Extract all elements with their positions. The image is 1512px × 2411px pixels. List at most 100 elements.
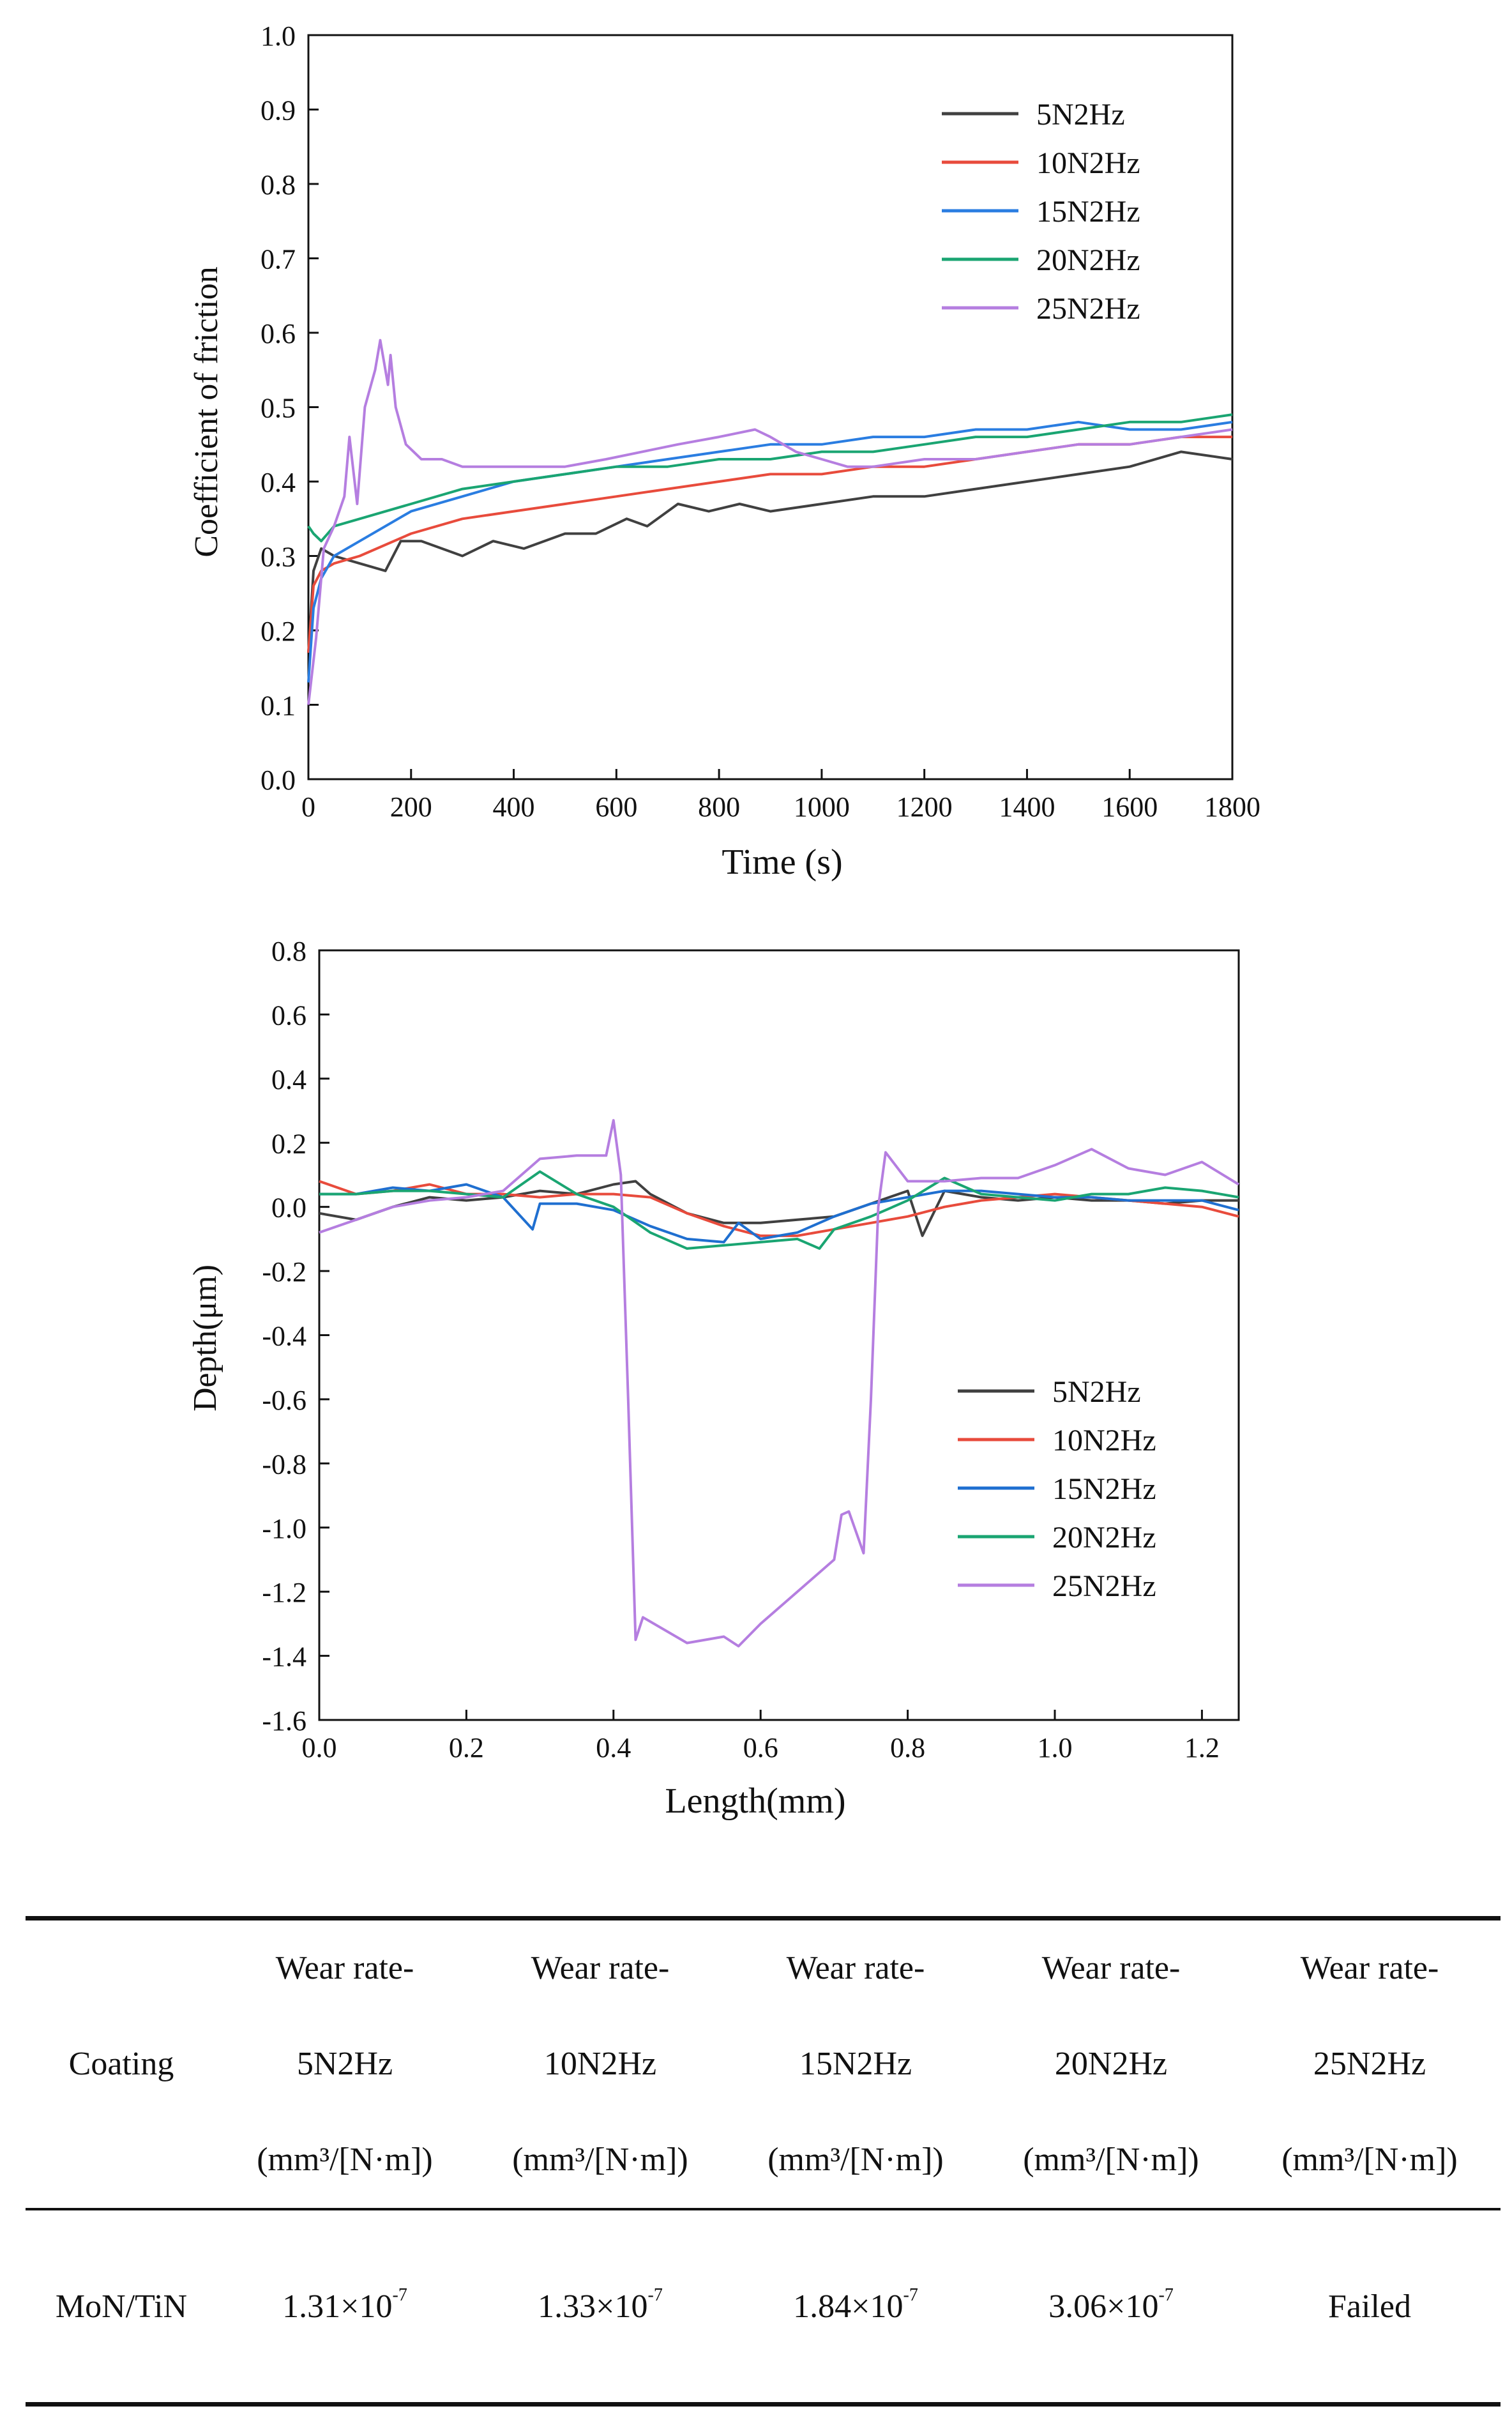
depth-chart-ytick-label: -0.8 <box>262 1449 306 1480</box>
friction-chart-series-5N2Hz <box>307 450 1233 653</box>
depth-chart-legend-label: 10N2Hz <box>1052 1424 1156 1457</box>
cell-wear-rate-10n: 1.33×10-7 <box>472 2208 728 2407</box>
depth-chart-plot-frame <box>318 949 1240 1721</box>
friction-chart-ytick-label: 0.8 <box>261 169 296 201</box>
header-line: 5N2Hz <box>296 2046 393 2082</box>
friction-chart-xtick-label: 400 <box>493 791 535 823</box>
depth-chart-legend-label: 15N2Hz <box>1052 1472 1156 1506</box>
friction-chart: Coefficient of friction Time (s) 0.0 0.1 0… <box>188 20 1260 882</box>
friction-chart-ytick-label: 0.5 <box>261 393 296 424</box>
value-exponent: -7 <box>392 2285 407 2305</box>
figure: Coefficient of friction Time (s) 0.0 0.1 0… <box>187 20 1260 1821</box>
depth-chart-ytick-label: -0.2 <box>262 1256 306 1288</box>
friction-chart-xtick-label: 200 <box>390 791 432 823</box>
value-mantissa: 1.31×10 <box>282 2288 393 2325</box>
cell-wear-rate-15n: 1.84×10-7 <box>728 2208 983 2407</box>
table-row: MoN/TiN 1.31×10-7 1.33×10-7 1.84×10-7 3.… <box>26 2208 1501 2407</box>
value-mantissa: Failed <box>1328 2288 1411 2325</box>
friction-chart-xtick-label: 600 <box>595 791 637 823</box>
header-wear-rate-10n: Wear rate- 10N2Hz (mm³/[N·m]) <box>472 1916 728 2209</box>
friction-chart-series-20N2Hz <box>307 413 1233 543</box>
header-line: Wear rate- <box>531 1950 670 1986</box>
friction-chart-legend-label: 20N2Hz <box>1036 243 1140 277</box>
value-mantissa: 3.06×10 <box>1048 2288 1159 2325</box>
header-wear-rate-15n: Wear rate- 15N2Hz (mm³/[N·m]) <box>728 1916 983 2209</box>
header-line: Wear rate- <box>1041 1950 1181 1986</box>
friction-chart-ytick-label: 0.4 <box>261 467 296 498</box>
friction-chart-ytick-label: 1.0 <box>261 20 296 52</box>
depth-chart-xtick-label: 0.6 <box>743 1732 778 1763</box>
value-exponent: -7 <box>903 2285 918 2305</box>
friction-chart-legend-label: 5N2Hz <box>1036 98 1125 132</box>
depth-chart-ytick-label: -1.2 <box>262 1577 306 1608</box>
value-mantissa: 1.33×10 <box>538 2288 648 2325</box>
header-line: 25N2Hz <box>1313 2046 1426 2082</box>
friction-chart-xtick-label: 1200 <box>896 791 953 823</box>
value-mantissa: 1.84×10 <box>793 2288 903 2325</box>
friction-chart-ytick-label: 0.3 <box>261 542 296 573</box>
header-line: (mm³/[N·m]) <box>512 2141 688 2178</box>
header-line: (mm³/[N·m]) <box>767 2141 944 2178</box>
friction-chart-legend-label: 10N2Hz <box>1036 146 1140 180</box>
friction-chart-xtick-label: 1000 <box>794 791 850 823</box>
header-wear-rate-5n: Wear rate- 5N2Hz (mm³/[N·m]) <box>217 1916 472 2209</box>
depth-chart-ytick-label: 0.0 <box>271 1192 306 1224</box>
table-header-row: Coating Wear rate- 5N2Hz (mm³/[N·m]) Wea… <box>26 1916 1501 2209</box>
cell-wear-rate-20n: 3.06×10-7 <box>983 2208 1239 2407</box>
depth-chart-ytick-label: 0.6 <box>271 1000 306 1031</box>
depth-chart-series-25N2Hz <box>319 1119 1240 1648</box>
depth-chart-xtick-label: 1.0 <box>1038 1732 1073 1763</box>
depth-chart-xtick-label: 1.2 <box>1184 1732 1220 1763</box>
friction-chart-ytick-label: 0.9 <box>261 95 296 126</box>
depth-chart-ytick-label: 0.4 <box>271 1064 306 1095</box>
header-line: (mm³/[N·m]) <box>257 2141 433 2178</box>
depth-chart-ytick-label: -0.4 <box>262 1321 306 1352</box>
friction-chart-xtick-label: 0 <box>301 791 315 823</box>
friction-chart-xtick-label: 800 <box>698 791 740 823</box>
header-line: Wear rate- <box>1300 1950 1439 1986</box>
depth-chart-ytick-label: -1.0 <box>262 1513 306 1544</box>
depth-chart-xtick-label: 0.8 <box>890 1732 925 1763</box>
header-line: Wear rate- <box>786 1950 925 1986</box>
depth-chart-xtick-label: 0.0 <box>302 1732 337 1763</box>
friction-chart-series-10N2Hz <box>307 436 1232 653</box>
value-exponent: -7 <box>647 2285 663 2305</box>
depth-chart-ytick-label: 0.2 <box>271 1128 306 1159</box>
depth-chart-xtick-label: 0.4 <box>596 1732 631 1763</box>
depth-chart-xtick-label: 0.2 <box>449 1732 484 1763</box>
friction-chart-series-25N2Hz <box>307 338 1233 705</box>
depth-chart-legend-label: 20N2Hz <box>1052 1521 1156 1555</box>
depth-chart-series-5N2Hz <box>319 1180 1239 1237</box>
header-line: (mm³/[N·m]) <box>1023 2141 1199 2178</box>
depth-chart-ytick-label: -0.6 <box>262 1385 306 1416</box>
friction-chart-xtick-label: 1400 <box>999 791 1055 823</box>
header-line: 20N2Hz <box>1054 2046 1168 2082</box>
depth-chart-ytick-label: -1.6 <box>262 1705 306 1737</box>
friction-chart-xlabel: Time (s) <box>722 842 842 882</box>
friction-chart-ytick-label: 0.2 <box>261 616 296 647</box>
header-wear-rate-20n: Wear rate- 20N2Hz (mm³/[N·m]) <box>983 1916 1239 2209</box>
friction-chart-xtick-label: 1800 <box>1204 791 1260 823</box>
cell-coating: MoN/TiN <box>26 2208 217 2407</box>
depth-chart-legend-label: 5N2Hz <box>1052 1375 1141 1409</box>
value-exponent: -7 <box>1158 2285 1174 2305</box>
depth-chart-ylabel: Depth(μm) <box>187 1265 223 1411</box>
friction-chart-ytick-label: 0.7 <box>261 244 296 275</box>
friction-chart-ytick-label: 0.1 <box>261 690 296 722</box>
header-line: 15N2Hz <box>799 2046 912 2082</box>
friction-chart-ylabel: Coefficient of friction <box>188 266 225 557</box>
depth-chart-ytick-label: -1.4 <box>262 1641 306 1673</box>
header-wear-rate-25n: Wear rate- 25N2Hz (mm³/[N·m]) <box>1239 1916 1501 2209</box>
depth-chart-legend-label: 25N2Hz <box>1052 1569 1156 1603</box>
depth-chart-xlabel: Length(mm) <box>665 1781 845 1821</box>
cell-wear-rate-25n: Failed <box>1239 2208 1501 2407</box>
friction-chart-ytick-label: 0.6 <box>261 318 296 349</box>
wear-rate-table: Coating Wear rate- 5N2Hz (mm³/[N·m]) Wea… <box>26 1916 1501 2407</box>
friction-chart-ytick-label: 0.0 <box>261 764 296 796</box>
header-coating: Coating <box>26 1916 217 2209</box>
friction-chart-legend-label: 25N2Hz <box>1036 292 1140 326</box>
friction-chart-series-15N2Hz <box>307 420 1233 683</box>
depth-chart-ytick-label: 0.8 <box>271 936 306 967</box>
cell-wear-rate-5n: 1.31×10-7 <box>217 2208 472 2407</box>
friction-chart-xtick-label: 1600 <box>1101 791 1158 823</box>
